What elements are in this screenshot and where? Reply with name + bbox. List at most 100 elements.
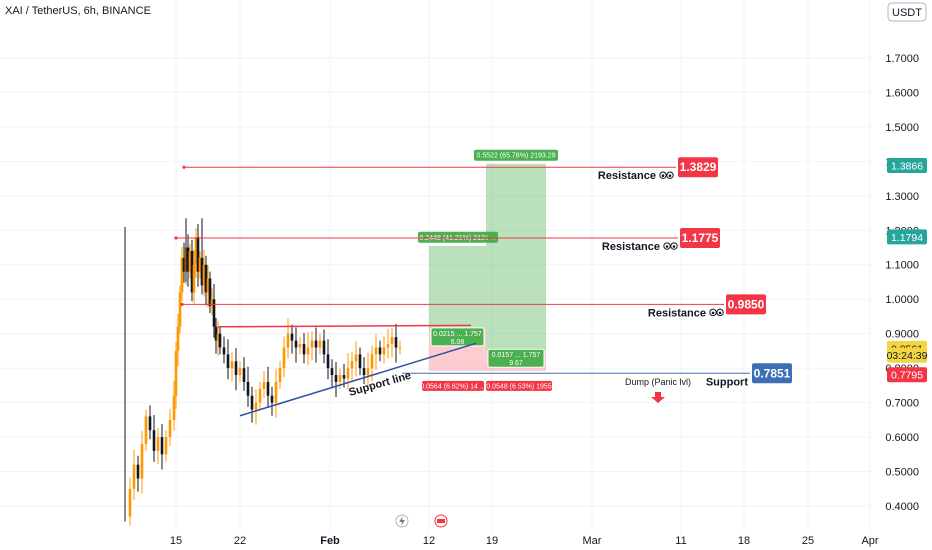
candle-body [274, 381, 278, 403]
candle-body [204, 264, 208, 293]
candle-body [140, 443, 144, 479]
candle-body [174, 350, 178, 396]
candle-body [172, 395, 176, 420]
candle-body [290, 333, 294, 341]
level-value-box [680, 228, 720, 249]
candle-body [212, 299, 216, 327]
candle-body [306, 347, 310, 355]
y-tick-label: 1.7000 [885, 53, 919, 65]
price-axis-tag [887, 157, 927, 173]
candle-body [318, 340, 322, 348]
candle-body [218, 333, 222, 348]
dump-label: Dump (Panic lvl) [625, 377, 691, 387]
candle-body [164, 437, 168, 455]
candle-body [246, 381, 250, 396]
x-tick-label: Feb [320, 535, 340, 547]
candle-body [152, 430, 156, 451]
candle-body [370, 354, 374, 369]
y-tick-label: 1.5000 [885, 122, 919, 134]
entry-text-2: 9.67 [509, 360, 523, 367]
candle-body [176, 326, 180, 351]
price-axis-tag [887, 229, 927, 245]
candle-body [132, 464, 136, 489]
upper-trendline [217, 324, 472, 328]
candle-body [362, 368, 366, 376]
level-kind-text: Resistance [602, 241, 660, 253]
y-tick-label: 0.4000 [885, 501, 919, 513]
support-trendline [239, 342, 477, 417]
price-axis-tag-text: 03:24:39 [887, 350, 928, 362]
candle-body [314, 340, 318, 348]
candle-body [278, 368, 282, 382]
candle-body [282, 347, 286, 369]
level-value-text: 0.9850 [728, 297, 765, 311]
candle-body [214, 326, 218, 341]
target-text: 0.5522 (65.78%) 2193.29 [476, 153, 555, 160]
profit-zone [429, 245, 486, 329]
target-label [418, 231, 498, 243]
candle-body [266, 381, 270, 396]
x-tick-label: 18 [738, 535, 750, 547]
candle-body [190, 250, 194, 293]
candle-body [338, 375, 342, 382]
candle-body [206, 278, 210, 293]
candle-body [258, 388, 262, 403]
candles [124, 218, 402, 526]
candle-body [198, 257, 202, 272]
candle-body [182, 257, 186, 272]
candle-body [386, 344, 390, 348]
position-tools[interactable]: 0.2448 (41.21%) 2121 ...0.0215 ... 1.757… [418, 149, 558, 391]
candle-body [382, 347, 386, 355]
candle-body [354, 354, 358, 362]
dump-arrow-icon [651, 392, 665, 403]
price-axis-tag-text: 1.1794 [891, 232, 923, 244]
symbol-title: XAI / TetherUS, 6h, BINANCE [5, 5, 151, 17]
candle-body [234, 361, 238, 376]
candle-body [128, 488, 132, 517]
level-labels[interactable]: 1.3829 Resistance 1.1775 Resistance 0.9850 Re… [598, 157, 792, 388]
candle-body [350, 361, 354, 369]
currency-button[interactable]: USDT [887, 2, 927, 22]
entry-text-1: 0.0215 ... 1.757 [433, 331, 482, 338]
price-axis-tag-text: 0.7795 [891, 370, 923, 382]
level-kind-text: Resistance [648, 307, 706, 319]
y-tick-label: 0.7000 [885, 398, 919, 410]
candle-body [342, 375, 346, 379]
candle-body [194, 237, 198, 265]
candle-body [346, 368, 350, 379]
level-value-text: 1.1775 [682, 231, 719, 245]
x-tick-label: 11 [675, 535, 686, 547]
support-line-label: Support line [348, 370, 413, 399]
stop-label [486, 380, 552, 391]
candle-body [216, 333, 220, 341]
level-kind-text: Resistance [598, 170, 656, 182]
level-anchor [182, 165, 186, 169]
candle-body [196, 237, 200, 272]
horizontal-lines[interactable] [174, 165, 750, 374]
level-value-box [726, 294, 766, 315]
candle-body [398, 347, 402, 349]
candle-body [230, 361, 234, 369]
x-tick-label: Apr [861, 535, 878, 547]
entry-text-2: 6.08 [451, 339, 465, 346]
candle-body [326, 354, 330, 369]
candle-body [294, 340, 298, 348]
candle-body [302, 344, 306, 355]
candle-body [366, 368, 370, 376]
profit-zone [486, 163, 546, 351]
level-value-box [678, 157, 718, 178]
entry-text-1: 0.0157 ... 1.757 [492, 352, 541, 359]
candle-body [270, 395, 274, 403]
candle-body [250, 395, 254, 410]
events-icons[interactable] [395, 514, 448, 528]
candle-body [394, 337, 398, 348]
candle-body [330, 368, 334, 376]
x-tick-label: 19 [486, 535, 498, 547]
currency-label: USDT [892, 7, 922, 19]
stop-text: 0.0564 (6.62%) 14 ... [420, 383, 485, 390]
price-axis-tag-text: 1.3866 [891, 160, 923, 172]
x-tick-label: 25 [802, 535, 814, 547]
candle-body [144, 416, 148, 444]
candle-body [238, 368, 242, 376]
